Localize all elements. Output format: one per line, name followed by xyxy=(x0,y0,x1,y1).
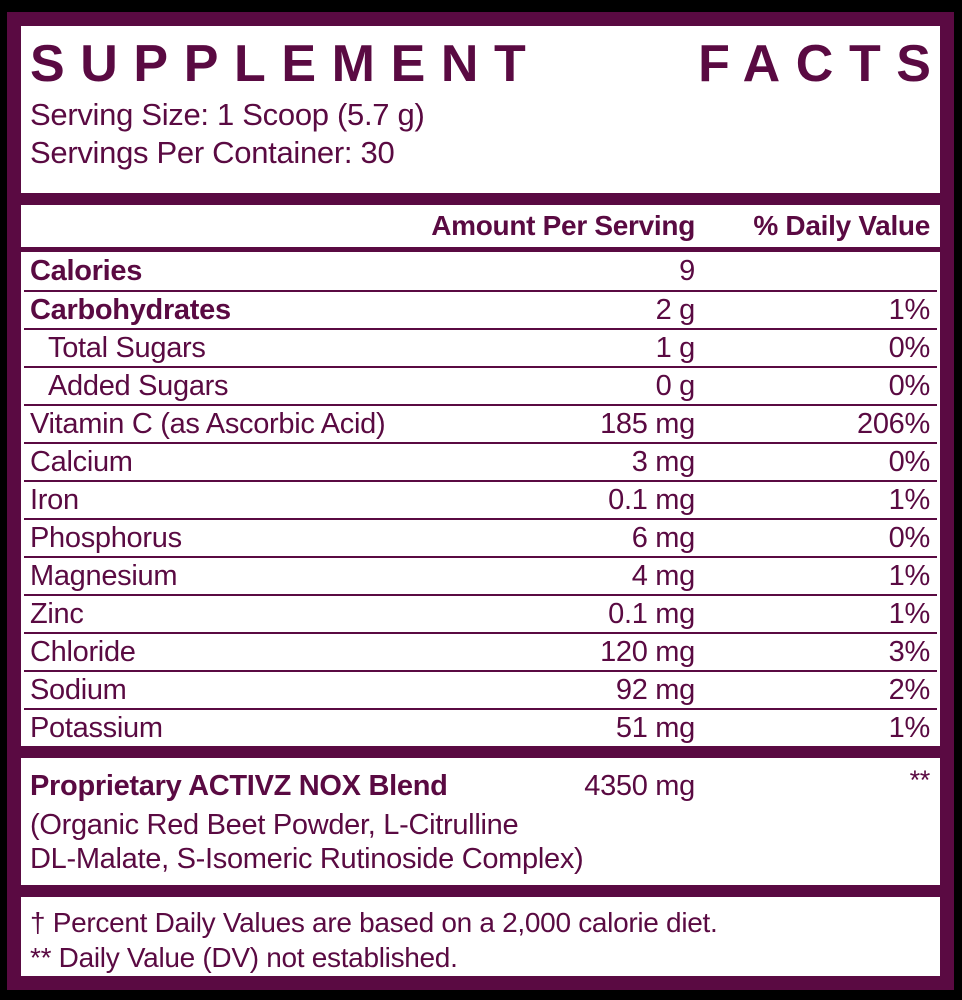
nutrient-row-phosphorus: Phosphorus 6 mg 0% xyxy=(24,518,937,556)
facts-title-word-supplement: SUPPLEMENT xyxy=(30,35,542,93)
nutrient-amount: 3 mg xyxy=(631,445,696,478)
thick-divider-blend xyxy=(21,746,940,758)
nutrient-dv: 1% xyxy=(888,293,931,326)
table-header-row: Amount Per Serving % Daily Value xyxy=(24,205,937,247)
nutrient-name: Magnesium xyxy=(30,559,178,592)
facts-title-word-facts: FACTS xyxy=(698,35,947,93)
nutrient-amount: 92 mg xyxy=(615,673,695,706)
nutrient-row-calcium: Calcium 3 mg 0% xyxy=(24,442,937,480)
nutrient-dv: 3% xyxy=(888,635,931,668)
nutrient-amount: 9 xyxy=(679,254,695,287)
nutrient-amount: 0.1 mg xyxy=(608,483,695,516)
footnote-percent-daily-values: † Percent Daily Values are based on a 2,… xyxy=(30,907,718,938)
nutrient-name: Zinc xyxy=(30,597,84,630)
nutrient-dv: 2% xyxy=(888,673,931,706)
facts-title: SUPPLEMENT FACTS xyxy=(30,32,931,96)
serving-size-text: Serving Size: 1 Scoop (5.7 g) xyxy=(30,97,425,132)
nutrient-row-sodium: Sodium 92 mg 2% xyxy=(24,670,937,708)
nutrient-dv: 0% xyxy=(888,521,931,554)
nutrient-row-vitamin-c: Vitamin C (as Ascorbic Acid) 185 mg 206% xyxy=(24,404,937,442)
nutrient-dv: 0% xyxy=(888,331,931,364)
nutrient-dv: 1% xyxy=(888,483,931,516)
blend-ingredients-line-2: DL-Malate, S-Isomeric Rutinoside Complex… xyxy=(30,843,584,875)
nutrient-dv: 206% xyxy=(857,407,930,440)
nutrient-name: Chloride xyxy=(30,635,136,668)
nutrient-table: Calories 9 Carbohydrates 2 g 1% Total Su… xyxy=(21,252,940,746)
thick-divider-footnotes xyxy=(21,885,940,897)
nutrient-row-zinc: Zinc 0.1 mg 1% xyxy=(24,594,937,632)
supplement-facts-label: SUPPLEMENT FACTS Serving Size: 1 Scoop (… xyxy=(7,12,954,990)
nutrient-name: Carbohydrates xyxy=(30,293,231,326)
nutrient-row-iron: Iron 0.1 mg 1% xyxy=(24,480,937,518)
nutrient-dv: 1% xyxy=(888,711,931,744)
footnote-dv-not-established: ** Daily Value (DV) not established. xyxy=(30,942,458,973)
nutrient-row-added-sugars: Added Sugars 0 g 0% xyxy=(24,366,937,404)
nutrient-amount: 120 mg xyxy=(600,635,695,668)
blend-row: Proprietary ACTIVZ NOX Blend 4350 mg ** xyxy=(24,762,937,808)
nutrient-amount: 185 mg xyxy=(600,407,695,440)
proprietary-blend-section: Proprietary ACTIVZ NOX Blend 4350 mg ** … xyxy=(21,758,940,885)
nutrient-amount: 51 mg xyxy=(615,711,695,744)
nutrient-name: Total Sugars xyxy=(48,331,206,364)
nutrient-row-chloride: Chloride 120 mg 3% xyxy=(24,632,937,670)
nutrient-name: Phosphorus xyxy=(30,521,182,554)
nutrient-dv: 1% xyxy=(888,559,931,592)
column-header-daily-value: % Daily Value xyxy=(753,210,930,241)
header-divider xyxy=(21,247,940,252)
blend-ingredients-line-1: (Organic Red Beet Powder, L-Citrulline xyxy=(30,809,519,841)
nutrient-amount: 2 g xyxy=(655,293,696,326)
blend-amount: 4350 mg xyxy=(584,770,695,802)
thick-divider-top xyxy=(21,193,940,205)
nutrient-amount: 1 g xyxy=(655,331,696,364)
nutrient-row-magnesium: Magnesium 4 mg 1% xyxy=(24,556,937,594)
blend-name: Proprietary ACTIVZ NOX Blend xyxy=(30,770,448,802)
nutrient-name: Calcium xyxy=(30,445,133,478)
nutrient-name: Added Sugars xyxy=(48,369,229,402)
nutrient-dv: 1% xyxy=(888,597,931,630)
nutrient-dv: 0% xyxy=(888,445,931,478)
nutrient-name: Iron xyxy=(30,483,79,516)
nutrient-name: Calories xyxy=(30,254,143,287)
label-header-section: SUPPLEMENT FACTS Serving Size: 1 Scoop (… xyxy=(21,26,940,193)
nutrient-amount: 0 g xyxy=(655,369,696,402)
nutrient-name: Sodium xyxy=(30,673,127,706)
blend-dv-asterisks: ** xyxy=(909,765,931,795)
nutrient-name: Vitamin C (as Ascorbic Acid) xyxy=(30,407,386,440)
nutrient-amount: 0.1 mg xyxy=(608,597,695,630)
nutrient-row-potassium: Potassium 51 mg 1% xyxy=(24,708,937,746)
nutrient-dv: 0% xyxy=(888,369,931,402)
footnotes-section: † Percent Daily Values are based on a 2,… xyxy=(21,897,940,976)
nutrient-amount: 6 mg xyxy=(631,521,696,554)
nutrient-amount: 4 mg xyxy=(631,559,696,592)
nutrient-row-carbohydrates: Carbohydrates 2 g 1% xyxy=(24,290,937,328)
column-header-amount-per-serving: Amount Per Serving xyxy=(431,210,695,241)
nutrient-name: Potassium xyxy=(30,711,163,744)
servings-per-container-text: Servings Per Container: 30 xyxy=(30,135,395,170)
nutrient-row-total-sugars: Total Sugars 1 g 0% xyxy=(24,328,937,366)
nutrient-row-calories: Calories 9 xyxy=(24,252,937,290)
